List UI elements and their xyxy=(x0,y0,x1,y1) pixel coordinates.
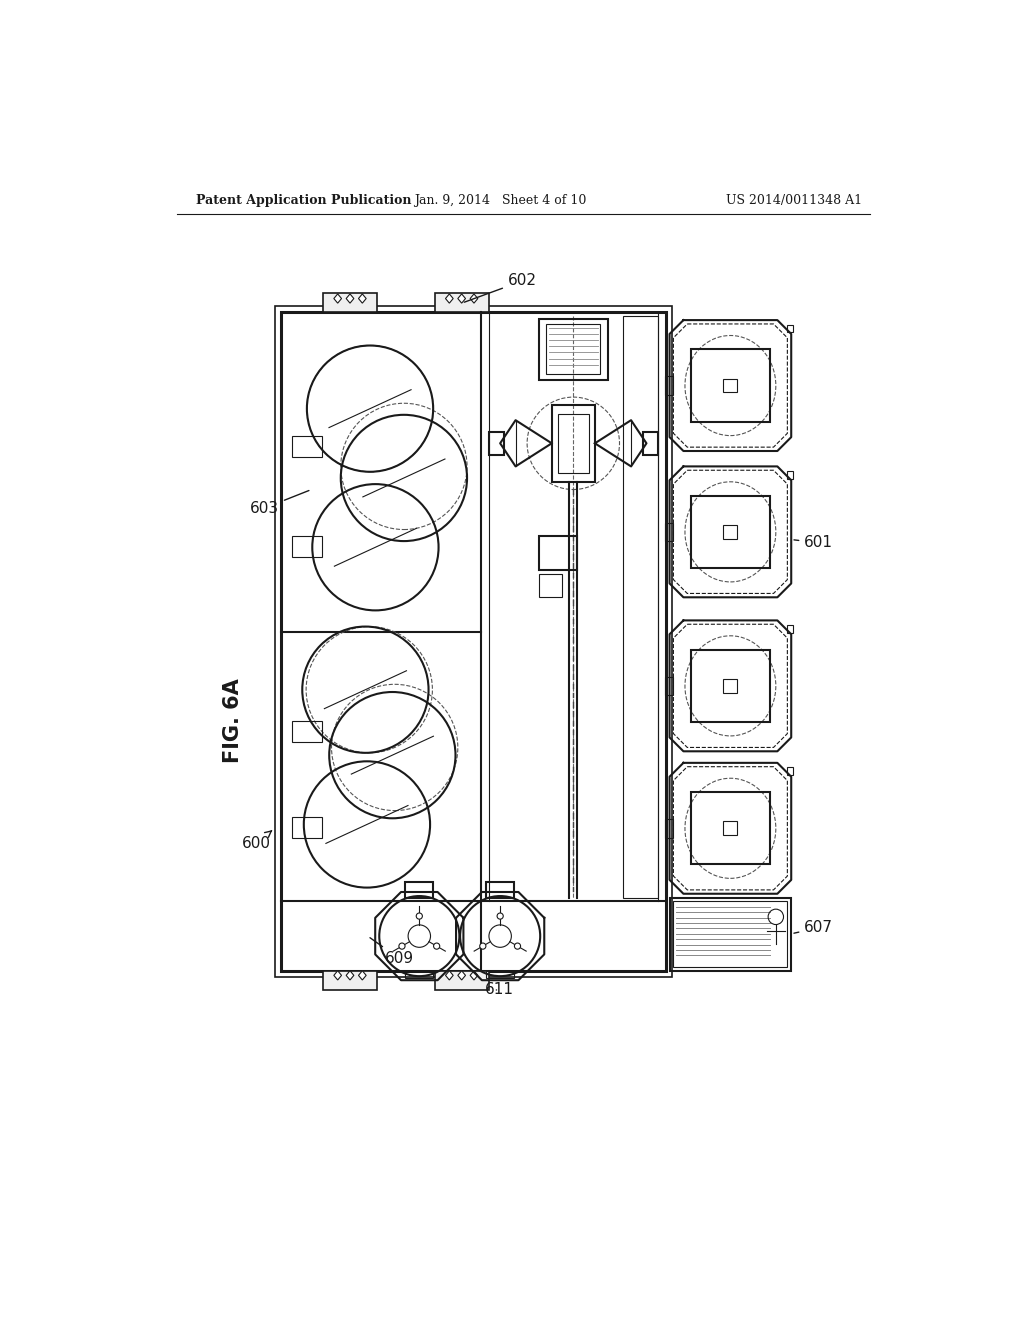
Bar xyxy=(552,405,595,482)
Polygon shape xyxy=(334,294,342,304)
Bar xyxy=(691,496,770,568)
Bar xyxy=(323,970,377,990)
Polygon shape xyxy=(445,294,454,304)
Bar xyxy=(624,317,658,898)
Polygon shape xyxy=(458,970,466,979)
Bar xyxy=(281,313,666,970)
Bar xyxy=(643,432,658,455)
Text: 611: 611 xyxy=(484,982,514,997)
Bar xyxy=(292,721,322,742)
Bar xyxy=(724,678,737,693)
Bar xyxy=(691,649,770,722)
Bar xyxy=(406,970,433,978)
Polygon shape xyxy=(334,970,342,979)
Bar xyxy=(486,882,514,898)
Text: 600: 600 xyxy=(243,830,271,850)
Bar xyxy=(323,293,377,313)
Text: 603: 603 xyxy=(250,491,309,516)
Polygon shape xyxy=(470,294,478,304)
Bar xyxy=(486,970,514,978)
Bar xyxy=(292,436,322,457)
Bar xyxy=(786,325,793,333)
Bar xyxy=(665,677,673,696)
Text: FIG. 6A: FIG. 6A xyxy=(223,678,243,763)
Text: 607: 607 xyxy=(794,920,834,936)
Bar xyxy=(292,817,322,838)
Bar xyxy=(724,821,737,836)
Text: 602: 602 xyxy=(464,273,537,302)
Bar xyxy=(435,293,488,313)
Bar xyxy=(786,626,793,632)
Circle shape xyxy=(497,913,503,919)
Bar xyxy=(539,574,562,598)
Text: Jan. 9, 2014   Sheet 4 of 10: Jan. 9, 2014 Sheet 4 of 10 xyxy=(414,194,587,207)
Text: US 2014/0011348 A1: US 2014/0011348 A1 xyxy=(726,194,862,207)
Bar xyxy=(786,767,793,775)
Circle shape xyxy=(514,942,520,949)
Bar xyxy=(558,414,589,473)
Polygon shape xyxy=(346,294,354,304)
Bar xyxy=(435,970,488,990)
Bar xyxy=(274,306,672,977)
Text: Patent Application Publication: Patent Application Publication xyxy=(196,194,412,207)
Bar xyxy=(786,471,793,479)
Text: 601: 601 xyxy=(794,535,834,550)
Circle shape xyxy=(479,942,486,949)
Polygon shape xyxy=(458,294,466,304)
Circle shape xyxy=(433,942,439,949)
Bar xyxy=(670,898,792,970)
Bar xyxy=(547,323,600,374)
Circle shape xyxy=(416,913,422,919)
Bar xyxy=(539,536,578,570)
Circle shape xyxy=(399,942,406,949)
Bar xyxy=(488,432,504,455)
Bar xyxy=(665,523,673,541)
Bar xyxy=(292,536,322,557)
Bar xyxy=(539,318,608,380)
Bar xyxy=(674,902,787,966)
Polygon shape xyxy=(470,970,478,979)
Polygon shape xyxy=(358,970,367,979)
Bar xyxy=(724,379,737,392)
Polygon shape xyxy=(445,970,454,979)
Bar xyxy=(724,525,737,539)
Bar xyxy=(665,376,673,395)
Polygon shape xyxy=(358,294,367,304)
Text: 609: 609 xyxy=(370,937,414,966)
Polygon shape xyxy=(346,970,354,979)
Bar xyxy=(665,818,673,838)
Bar xyxy=(691,350,770,422)
Bar xyxy=(691,792,770,865)
Bar xyxy=(406,882,433,898)
